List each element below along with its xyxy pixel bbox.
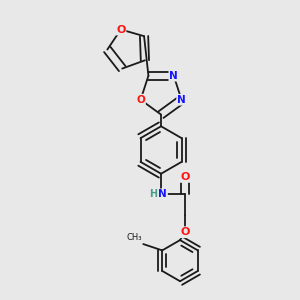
Text: CH₃: CH₃ [126,233,142,242]
Text: H: H [149,189,157,199]
Text: O: O [180,172,190,182]
Text: N: N [169,71,178,81]
Text: O: O [136,95,145,105]
Text: O: O [116,25,125,34]
Text: N: N [158,189,167,199]
Text: N: N [177,95,186,105]
Text: O: O [180,227,190,237]
